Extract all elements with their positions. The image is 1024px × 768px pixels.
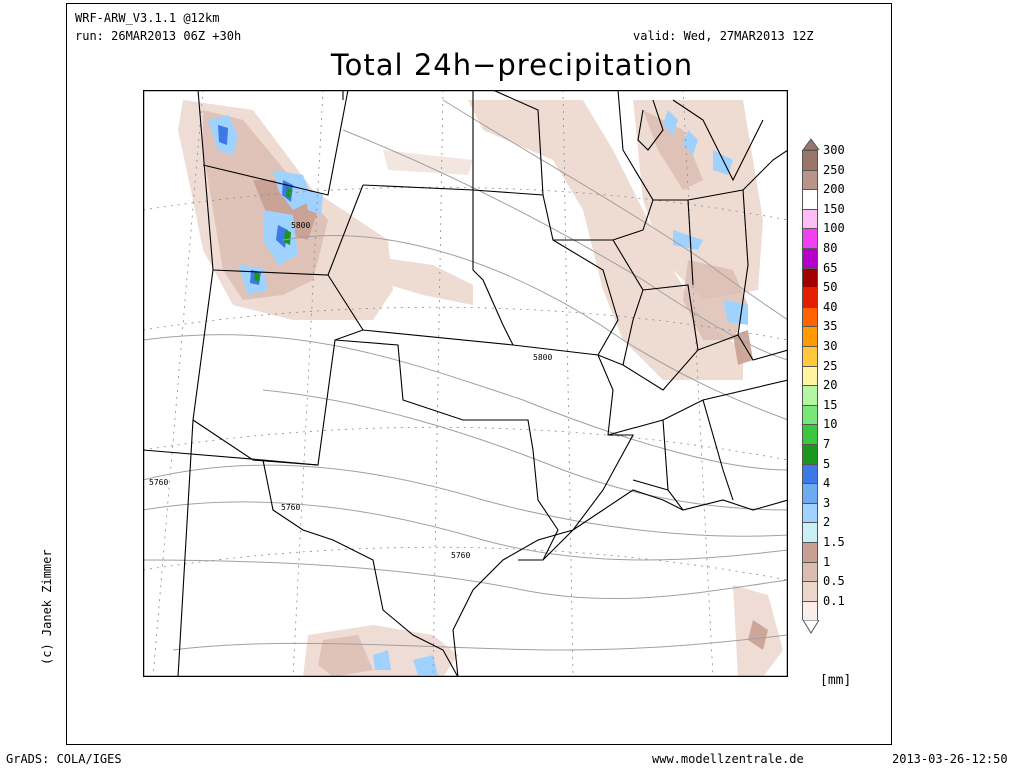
legend-label: 5 <box>823 456 831 471</box>
legend-swatch <box>802 306 818 327</box>
legend-swatch <box>802 208 818 229</box>
legend-swatch <box>802 463 818 484</box>
legend-label: 150 <box>823 201 845 216</box>
legend-label: 300 <box>823 143 845 157</box>
plot-frame <box>66 3 892 745</box>
legend-label: 2 <box>823 515 831 530</box>
legend-swatch <box>802 365 818 386</box>
legend-label: 1 <box>823 554 831 569</box>
credit-label: (c) Janek Zimmer <box>40 549 54 665</box>
footer-right: 2013-03-26-12:50 <box>892 752 1008 766</box>
contour-label: 5800 <box>533 353 552 362</box>
legend-label: 7 <box>823 437 831 451</box>
legend-swatch <box>802 483 818 503</box>
legend-swatch <box>802 581 818 601</box>
legend-swatch <box>802 561 818 582</box>
legend-label: 100 <box>823 221 845 236</box>
legend-label: 80 <box>823 241 838 255</box>
legend-label: 20 <box>823 378 838 393</box>
legend-swatch <box>802 385 818 405</box>
footer-left: GrADS: COLA/IGES <box>6 752 122 766</box>
legend-swatch <box>802 228 818 248</box>
legend-swatch <box>802 248 818 268</box>
legend-label: 1.5 <box>823 535 845 549</box>
legend-swatch <box>802 150 818 170</box>
legend-label: 200 <box>823 182 845 197</box>
run-label: run: 26MAR2013 06Z +30h <box>75 29 242 43</box>
precip-green-areas <box>254 187 292 282</box>
legend-swatch <box>802 600 818 621</box>
coastlines <box>452 99 788 677</box>
legend-label: 250 <box>823 162 845 177</box>
legend-swatch <box>802 404 818 425</box>
legend-swatch <box>802 346 818 366</box>
legend-swatch <box>802 189 818 209</box>
valid-label: valid: Wed, 27MAR2013 12Z <box>633 29 814 43</box>
legend-label: 35 <box>823 319 838 334</box>
legend-swatch <box>802 502 818 523</box>
legend-swatch <box>802 444 818 464</box>
legend-label: 0.5 <box>823 574 845 589</box>
precip-blue-areas <box>208 110 748 675</box>
footer-center: www.modellzentrale.de <box>652 752 804 766</box>
legend-unit: [mm] <box>820 673 852 688</box>
legend-swatch <box>802 326 818 346</box>
legend-label: 15 <box>823 397 838 412</box>
legend-label: 30 <box>823 339 838 353</box>
legend-label: 0.1 <box>823 593 845 608</box>
legend-label: 50 <box>823 280 838 295</box>
contour-label: 5760 <box>451 551 470 560</box>
legend-top-arrow <box>802 138 820 150</box>
contour-label: 5800 <box>291 221 310 230</box>
legend-swatch <box>802 267 818 288</box>
legend-label: 3 <box>823 495 831 510</box>
legend-label: 65 <box>823 260 838 275</box>
legend-swatch <box>802 169 818 190</box>
legend-swatch <box>802 522 818 542</box>
legend-bottom-arrow <box>802 620 820 635</box>
legend-label: 10 <box>823 417 838 432</box>
lat-lon-grid <box>143 90 788 677</box>
contour-label: 5760 <box>281 503 300 512</box>
legend-swatch <box>802 287 818 307</box>
page-title: Total 24h−precipitation <box>330 48 694 82</box>
legend-swatch <box>802 424 818 444</box>
precipitation-map: 5800 5800 5760 5760 5760 <box>143 90 788 677</box>
state-borders <box>143 90 788 677</box>
model-label: WRF-ARW_V3.1.1 @12km <box>75 11 220 25</box>
legend-label: 25 <box>823 358 838 373</box>
contour-labels: 5800 5800 5760 5760 5760 <box>149 221 552 560</box>
legend-label: 4 <box>823 476 831 491</box>
contour-label: 5760 <box>149 478 168 487</box>
map-border <box>143 90 788 677</box>
legend-label: 40 <box>823 299 838 314</box>
legend-swatch <box>802 542 818 562</box>
